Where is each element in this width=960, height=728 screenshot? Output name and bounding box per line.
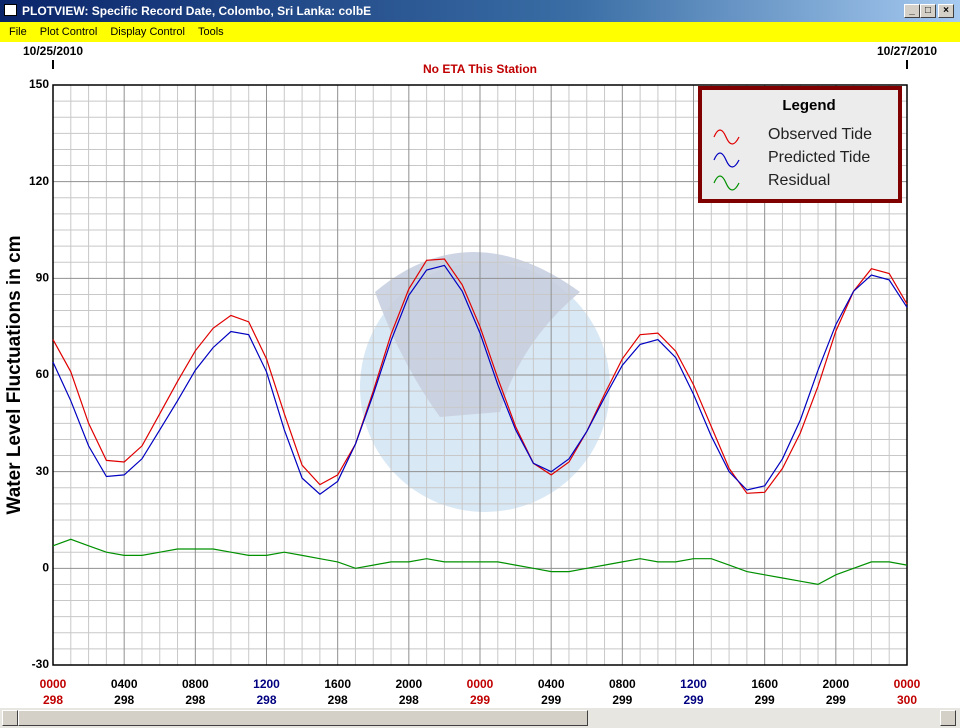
window-icon (4, 4, 17, 16)
x-tick-day: 298 (114, 693, 134, 707)
chart-subtitle: No ETA This Station (423, 62, 537, 76)
x-tick-day: 298 (185, 693, 205, 707)
scrollbar[interactable] (0, 708, 960, 728)
y-axis-label: Water Level Fluctuations in cm (4, 235, 25, 514)
x-tick-label: 0000 (40, 677, 67, 691)
y-tick-label: -30 (32, 657, 50, 671)
legend-label: Observed Tide (768, 126, 872, 143)
close-button[interactable]: × (938, 4, 954, 18)
x-tick-label: 2000 (395, 677, 422, 691)
series-line (52, 538, 908, 586)
chart: No ETA This Station Water Level Fluctuat… (4, 44, 937, 707)
y-tick-label: 150 (29, 77, 49, 91)
x-tick-label: 0400 (111, 677, 138, 691)
maximize-button[interactable]: □ (920, 4, 936, 18)
x-tick-day: 299 (683, 693, 703, 707)
legend-icon (713, 175, 740, 191)
x-tick-label: 0000 (894, 677, 921, 691)
x-tick-label: 2000 (822, 677, 849, 691)
y-tick-label: 60 (36, 367, 50, 381)
y-tick-label: 30 (36, 464, 50, 478)
x-tick-day: 298 (328, 693, 348, 707)
legend-box (698, 86, 902, 203)
x-tick-label: 0800 (182, 677, 209, 691)
x-tick-label: 1200 (680, 677, 707, 691)
x-tick-label: 1600 (751, 677, 778, 691)
y-tick-label: 120 (29, 174, 49, 188)
date-label: 10/27/2010 (877, 44, 937, 58)
date-label: 10/25/2010 (23, 44, 83, 58)
legend-label: Predicted Tide (768, 149, 870, 166)
minimize-button[interactable]: _ (904, 4, 920, 18)
x-tick-label: 1200 (253, 677, 280, 691)
legend-icon (713, 152, 740, 168)
legend-title: Legend (782, 97, 835, 114)
series-line (52, 258, 908, 494)
scroll-left[interactable] (2, 710, 18, 726)
window-title: PLOTVIEW: Specific Record Date, Colombo,… (22, 4, 372, 18)
x-tick-day: 299 (470, 693, 490, 707)
title-bar: PLOTVIEW: Specific Record Date, Colombo,… (0, 0, 960, 22)
y-tick-label: 0 (42, 561, 49, 575)
menu-item[interactable]: Tools (198, 26, 224, 38)
x-tick-label: 0400 (538, 677, 565, 691)
y-tick-label: 90 (36, 271, 50, 285)
legend-label: Residual (768, 172, 830, 189)
plot-frame (52, 84, 908, 666)
scroll-thumb[interactable] (18, 710, 588, 726)
x-tick-day: 299 (826, 693, 846, 707)
menu-item[interactable]: Plot Control (39, 26, 98, 38)
x-tick-day: 298 (399, 693, 419, 707)
x-tick-label: 0000 (467, 677, 494, 691)
x-tick-label: 1600 (324, 677, 351, 691)
menu-item[interactable]: Display Control (110, 26, 185, 38)
legend-icon (713, 129, 740, 145)
x-tick-day: 298 (256, 693, 276, 707)
x-tick-day: 298 (43, 693, 63, 707)
series-line (52, 264, 908, 495)
scroll-right[interactable] (940, 710, 956, 726)
x-tick-label: 0800 (609, 677, 636, 691)
menu-item[interactable]: File (9, 26, 27, 38)
x-tick-day: 299 (755, 693, 775, 707)
x-tick-day: 299 (612, 693, 632, 707)
menu-bar: File Plot Control Display Control Tools (0, 22, 960, 42)
x-tick-day: 300 (897, 693, 917, 707)
x-tick-day: 299 (541, 693, 561, 707)
